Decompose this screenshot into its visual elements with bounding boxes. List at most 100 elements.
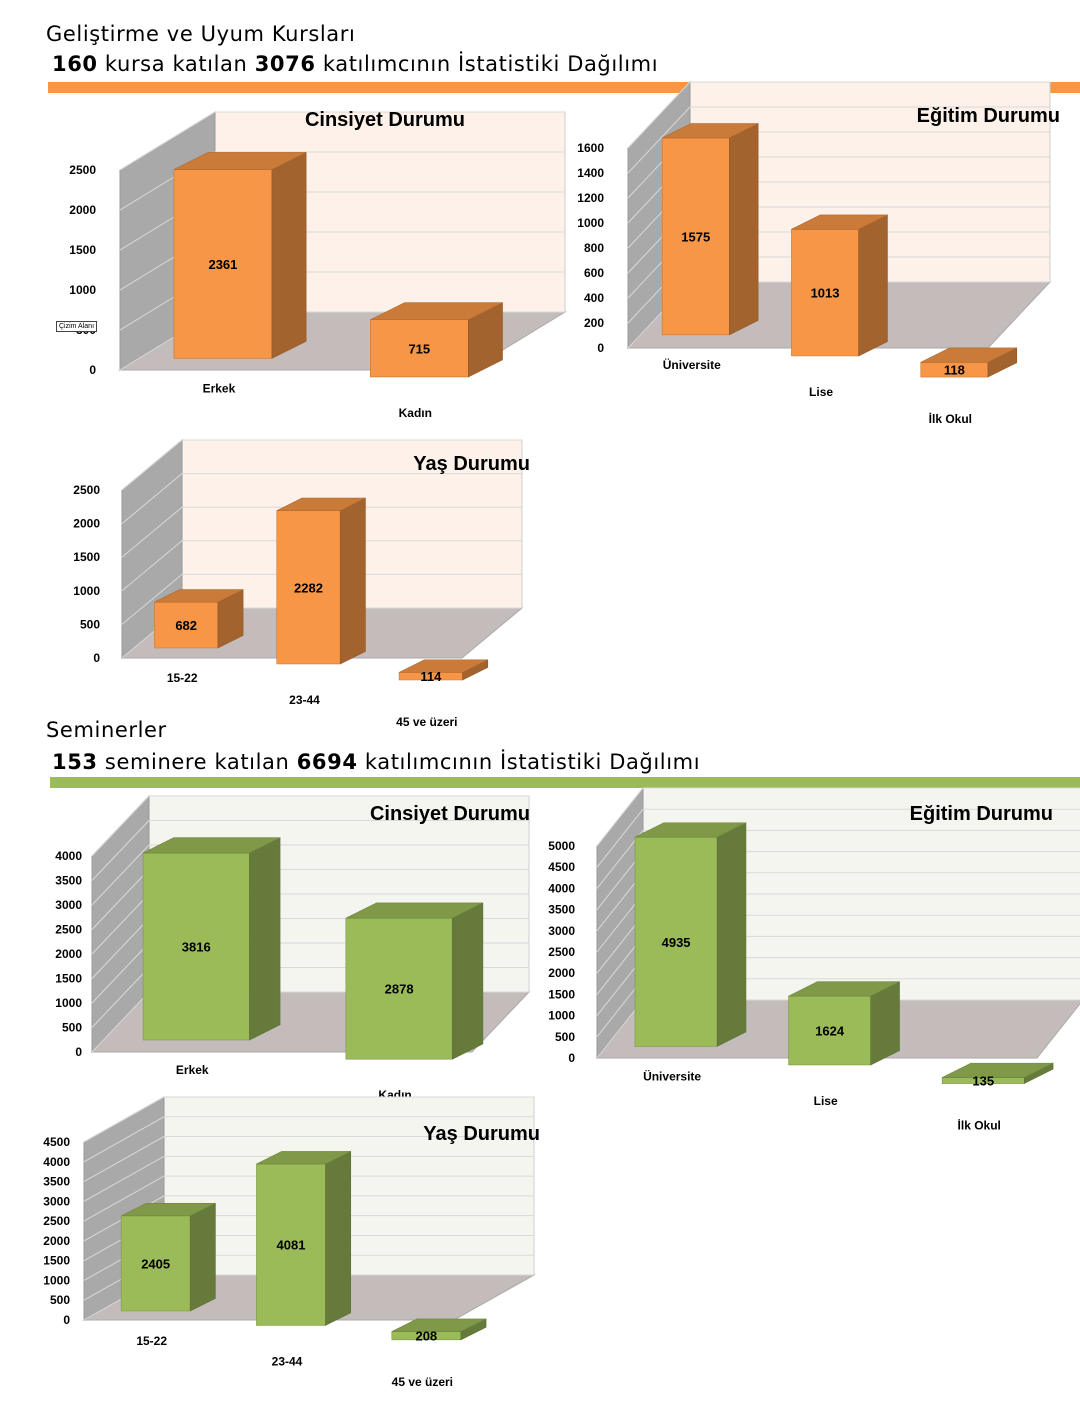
bar-2 <box>941 1062 1054 1085</box>
chart-seminer-cinsiyet: 0 500 1000 1500 2000 2500 3000 3500 4000 Cinsiyet… <box>55 794 531 1102</box>
bar-side <box>189 1202 216 1312</box>
category-label: 45 ve üzeri <box>396 715 457 729</box>
bar-side <box>729 123 759 336</box>
y-tick-label: 2500 <box>548 945 575 959</box>
y-tick-label: 5000 <box>548 839 575 853</box>
bar-top <box>634 822 747 838</box>
y-tick-label: 1500 <box>43 1254 70 1268</box>
gridline <box>83 1175 534 1222</box>
y-tick-label: 1600 <box>577 141 604 155</box>
y-tick-label: 1000 <box>69 283 96 297</box>
data-label: 715 <box>408 341 430 356</box>
category-label: Erkek <box>203 381 236 395</box>
bar-side <box>271 151 307 359</box>
data-label: 2361 <box>208 257 237 272</box>
bar-side <box>716 822 747 1047</box>
bar-2 <box>398 659 489 681</box>
bar-1 <box>791 214 888 357</box>
bar-0 <box>154 589 244 649</box>
y-tick-label: 2000 <box>548 966 575 980</box>
bar-top <box>791 214 888 230</box>
chart-kurs-egitim: 0 200 400 600 800 1000 1200 1400 1600 Eğitim Duru… <box>577 80 1060 426</box>
y-tick-label: 200 <box>584 316 604 330</box>
data-label: 4935 <box>662 935 691 950</box>
chart-seminer-yas: 0 500 1000 1500 2000 2500 3000 3500 4000 4500 Yaş … <box>43 1096 540 1389</box>
plot-area-tag: Çizim Alanı <box>56 321 98 332</box>
bar-2 <box>391 1318 487 1341</box>
y-tick-label: 2500 <box>73 483 100 497</box>
data-label: 682 <box>175 618 197 633</box>
subtitle-text: katılımcının İstatistiki Dağılımı <box>364 750 701 774</box>
gridline <box>83 1096 534 1143</box>
bar-top <box>120 1202 216 1217</box>
category-label: 23-44 <box>289 693 320 707</box>
bar-side <box>249 837 281 1041</box>
y-tick-label: 3000 <box>55 898 82 912</box>
gridline <box>83 1136 534 1182</box>
bar-0 <box>634 822 747 1047</box>
chart-title: Cinsiyet Durumu <box>370 803 530 825</box>
bar-top <box>942 1062 1054 1078</box>
gridline <box>83 1155 534 1202</box>
section-subtitle-seminerler: 153 seminere katılan 6694 katılımcının İ… <box>52 750 700 774</box>
data-label: 208 <box>415 1329 437 1344</box>
category-label: 15-22 <box>167 671 198 685</box>
subtitle-text: kursa katılan <box>104 52 248 76</box>
seminar-count: 153 <box>52 750 98 774</box>
data-label: 1013 <box>811 286 840 301</box>
gridline <box>121 439 522 491</box>
data-label: 135 <box>972 1074 994 1089</box>
gridline <box>596 787 1080 847</box>
bar-side <box>339 497 366 665</box>
y-tick-label: 3500 <box>43 1175 70 1189</box>
y-tick-label: 1500 <box>548 987 575 1001</box>
bar-top <box>345 902 484 919</box>
y-tick-label: 1500 <box>69 243 96 257</box>
y-tick-label: 3000 <box>548 924 575 938</box>
chart-kurs-yas: 0 500 1000 1500 2000 2500 Yaş Durumu 682 15-22 22… <box>73 438 530 729</box>
subtitle-text: katılımcının İstatistiki Dağılımı <box>322 52 659 76</box>
gridline <box>121 506 522 558</box>
category-label: İlk Okul <box>958 1118 1001 1133</box>
data-label: 114 <box>420 669 442 684</box>
bar-1 <box>788 981 900 1066</box>
gridline <box>121 473 522 524</box>
y-tick-label: 0 <box>75 1045 82 1059</box>
bar-0 <box>142 837 281 1041</box>
y-tick-label: 2500 <box>69 163 96 177</box>
bar-1 <box>370 302 503 378</box>
bar-top <box>142 837 281 854</box>
data-label: 2282 <box>294 580 323 595</box>
gridline <box>119 111 565 171</box>
chart-title: Cinsiyet Durumu <box>305 109 465 131</box>
y-tick-label: 2500 <box>55 923 82 937</box>
section-rule-green <box>50 777 1080 788</box>
gridline <box>121 540 522 592</box>
bar-side <box>451 902 484 1060</box>
category-label: Lise <box>814 1094 838 1108</box>
subtitle-text: seminere katılan <box>104 750 290 774</box>
participant-count: 6694 <box>296 750 358 774</box>
y-tick-label: 0 <box>63 1313 70 1327</box>
gridline <box>83 1195 534 1242</box>
y-tick-label: 1000 <box>577 216 604 230</box>
bar-side <box>325 1150 352 1326</box>
gridline <box>627 81 1050 149</box>
gridline <box>121 573 522 625</box>
participant-count: 3076 <box>254 52 316 76</box>
bar-top <box>256 1151 351 1165</box>
bar-0 <box>173 151 307 359</box>
bar-top <box>370 302 503 321</box>
y-tick-label: 0 <box>597 341 604 355</box>
category-label: Erkek <box>176 1063 209 1077</box>
data-label: 2878 <box>385 982 414 997</box>
bar-top <box>662 123 759 139</box>
gridline <box>91 820 529 881</box>
gridline <box>596 829 1080 889</box>
y-tick-label: 3000 <box>43 1194 70 1208</box>
data-label: 4081 <box>277 1238 306 1253</box>
bar-top <box>154 589 244 603</box>
category-label: 15-22 <box>136 1334 167 1348</box>
category-label: 45 ve üzeri <box>392 1375 453 1389</box>
bar-side <box>858 214 888 357</box>
